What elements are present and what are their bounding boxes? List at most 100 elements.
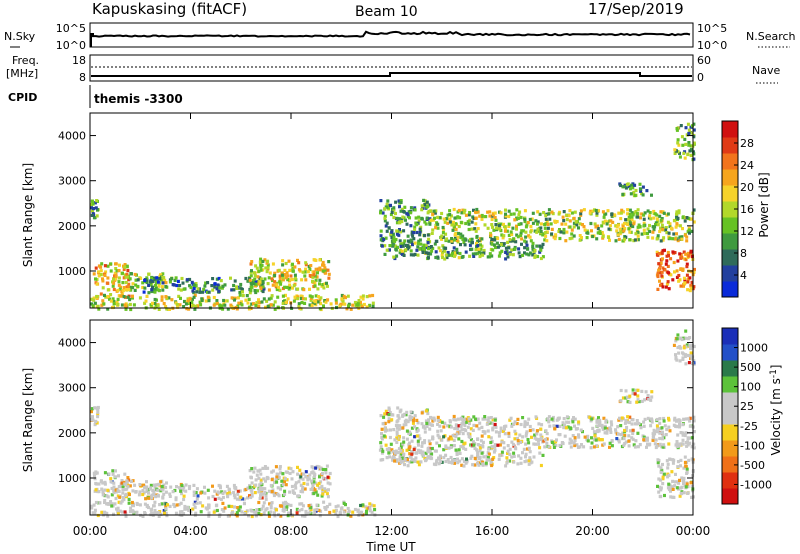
echo-cell <box>423 426 427 430</box>
echo-cell <box>626 420 629 424</box>
echo-cell <box>500 249 504 253</box>
echo-cell <box>402 423 406 427</box>
echo-cell <box>692 359 696 363</box>
echo-cell <box>659 210 663 214</box>
echo-cell <box>116 288 120 293</box>
echo-cell <box>464 428 468 433</box>
echo-cell <box>390 418 394 422</box>
echo-cell <box>481 440 485 444</box>
echo-cell <box>322 304 325 308</box>
echo-cell <box>304 261 308 265</box>
echo-cell <box>575 427 579 431</box>
echo-cell <box>120 481 124 485</box>
echo-cell <box>228 492 232 496</box>
echo-cell <box>346 294 350 298</box>
echo-cell <box>405 410 409 414</box>
echo-cell <box>249 289 253 293</box>
echo-cell <box>662 419 666 423</box>
echo-cell <box>454 418 458 422</box>
echo-cell <box>101 299 105 303</box>
echo-cell <box>492 456 496 460</box>
echo-cell <box>480 237 484 241</box>
echo-cell <box>573 438 577 443</box>
echo-cell <box>636 230 640 234</box>
echo-cell <box>380 432 383 436</box>
echo-cell <box>100 487 104 491</box>
echo-cell <box>95 199 99 203</box>
echo-cell <box>636 445 640 449</box>
echo-cell <box>561 421 565 425</box>
echo-cell <box>321 263 324 267</box>
echo-cell <box>667 416 670 420</box>
echo-cell <box>488 458 492 462</box>
echo-cell <box>686 436 690 440</box>
echo-cell <box>267 511 271 515</box>
echo-cell <box>100 262 104 266</box>
echo-cell <box>534 442 537 446</box>
echo-cell <box>594 436 598 440</box>
echo-cell <box>289 503 293 507</box>
echo-cell <box>232 490 236 495</box>
echo-cell <box>399 230 403 234</box>
echo-cell <box>431 246 435 250</box>
echo-cell <box>164 507 168 511</box>
echo-cell <box>201 290 205 294</box>
echo-cell <box>93 201 97 205</box>
echo-cell <box>661 482 665 486</box>
echo-cell <box>303 270 307 274</box>
echo-cell <box>238 290 242 295</box>
echo-cell <box>147 505 150 510</box>
echo-cell <box>628 429 632 433</box>
echo-cell <box>207 506 211 510</box>
nsky-label: N.Sky <box>4 30 36 43</box>
echo-cell <box>598 231 602 235</box>
echo-cell <box>480 251 484 255</box>
echo-cell <box>420 204 424 208</box>
echo-cell <box>192 483 196 487</box>
echo-cell <box>531 244 535 249</box>
echo-cell <box>608 426 612 430</box>
echo-cell <box>269 510 273 514</box>
echo-cell <box>452 220 455 224</box>
echo-cell <box>651 438 655 442</box>
echo-cell <box>649 217 653 221</box>
colorbar-tick-label: 1000 <box>740 342 768 355</box>
echo-cell <box>596 420 600 424</box>
echo-cell <box>660 426 664 430</box>
echo-cell <box>498 454 502 458</box>
echo-cell <box>424 419 428 423</box>
echo-cell <box>628 212 632 216</box>
echo-cell <box>245 509 249 513</box>
echo-cell <box>686 152 690 157</box>
colorbar-segment <box>722 440 738 457</box>
echo-cell <box>368 502 372 506</box>
echo-cell <box>406 234 410 238</box>
echo-cell <box>380 244 384 248</box>
echo-cell <box>458 216 462 220</box>
echo-cell <box>429 245 433 249</box>
echo-cell <box>664 228 668 232</box>
echo-cell <box>343 302 347 306</box>
echo-cell <box>527 253 531 257</box>
echo-cell <box>303 487 307 491</box>
echo-cell <box>519 456 523 460</box>
echo-cell <box>502 234 506 238</box>
echo-cell <box>634 439 638 443</box>
echo-cell <box>182 497 186 502</box>
echo-cell <box>262 297 266 301</box>
echo-cell <box>129 307 133 312</box>
colorbar-tick-label: 16 <box>740 203 754 216</box>
echo-cell <box>409 249 413 253</box>
echo-cell <box>578 238 582 242</box>
echo-cell <box>659 488 663 492</box>
echo-cell <box>194 511 198 515</box>
echo-cell <box>678 235 682 239</box>
echo-cell <box>536 439 540 443</box>
echo-cell <box>278 465 282 469</box>
echo-cell <box>682 491 686 495</box>
echo-cell <box>574 219 578 224</box>
echo-cell <box>676 460 680 464</box>
echo-cell <box>95 482 99 486</box>
echo-cell <box>273 300 277 304</box>
